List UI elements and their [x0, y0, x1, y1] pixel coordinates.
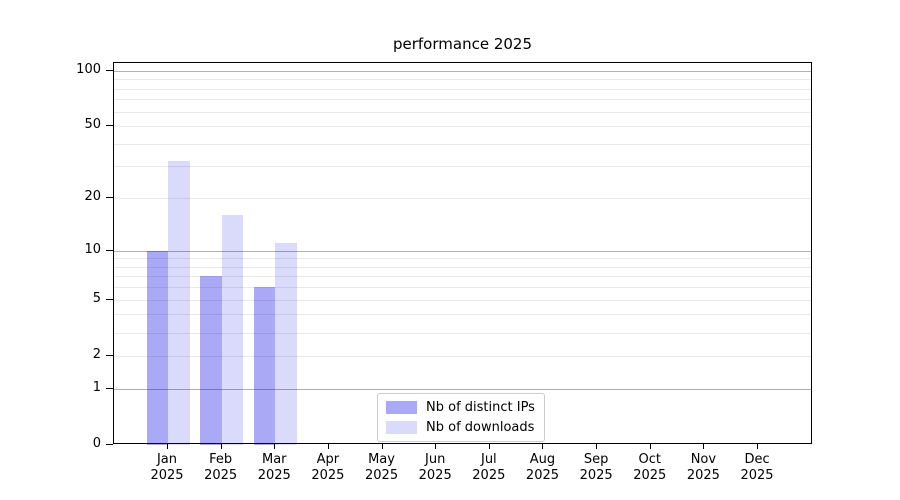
x-tick-month: Apr — [316, 452, 340, 467]
y-tick-label: 1 — [92, 379, 101, 395]
bar-distinct-ips-jan — [146, 250, 168, 445]
legend-label-downloads: Nb of downloads — [426, 420, 535, 435]
legend-item-distinct-ips: Nb of distinct IPs — [386, 400, 535, 415]
legend-label-distinct-ips: Nb of distinct IPs — [426, 400, 535, 415]
x-tick-label: May 2025 — [350, 452, 414, 484]
bar-distinct-ips-feb — [200, 276, 222, 445]
y-axis-tick — [106, 69, 113, 71]
bar-distinct-ips-mar — [253, 287, 276, 445]
y-gridline-major — [114, 388, 811, 390]
x-tick-year: 2025 — [686, 468, 720, 483]
x-axis-tick — [381, 444, 383, 449]
x-tick-month: May — [368, 452, 395, 467]
x-tick-year: 2025 — [633, 468, 667, 483]
y-gridline-minor — [114, 166, 811, 168]
x-tick-year: 2025 — [525, 468, 560, 483]
x-tick-year: 2025 — [311, 468, 345, 483]
x-axis-tick — [435, 444, 437, 449]
y-gridline-minor — [114, 266, 811, 268]
x-tick-label: Aug 2025 — [510, 452, 574, 484]
x-tick-month: Jun — [425, 452, 446, 467]
y-gridline-major — [114, 250, 811, 252]
x-tick-year: 2025 — [204, 468, 238, 483]
x-axis-tick — [220, 444, 222, 449]
x-axis-tick — [488, 444, 490, 449]
y-gridline-minor — [114, 299, 811, 301]
x-axis-tick — [542, 444, 544, 449]
legend-item-downloads: Nb of downloads — [386, 420, 535, 435]
x-tick-label: Mar 2025 — [242, 452, 306, 484]
chart-title: performance 2025 — [392, 35, 532, 53]
y-gridline-minor — [114, 287, 811, 289]
x-tick-month: Oct — [638, 452, 661, 467]
bar-downloads-jan — [168, 161, 190, 445]
y-axis-tick — [106, 444, 113, 445]
y-axis-tick — [106, 197, 113, 199]
x-tick-month: Dec — [744, 452, 770, 467]
y-axis-tick — [106, 249, 113, 251]
y-axis-tick — [106, 387, 113, 389]
x-tick-month: Aug — [529, 452, 556, 467]
legend-swatch-downloads-icon — [386, 421, 417, 434]
x-tick-year: 2025 — [418, 468, 452, 483]
x-axis-tick — [274, 444, 276, 449]
y-gridline-minor — [114, 332, 811, 334]
x-axis-tick — [757, 444, 759, 449]
y-gridline-minor — [114, 79, 811, 81]
y-gridline-major — [114, 70, 811, 72]
x-tick-label: Oct 2025 — [618, 452, 682, 484]
x-tick-month: Feb — [209, 452, 233, 467]
y-tick-label: 10 — [84, 241, 101, 257]
y-gridline-minor — [114, 314, 811, 316]
y-gridline-minor — [114, 88, 811, 90]
legend-swatch-distinct-ips-icon — [386, 401, 417, 414]
x-tick-label: Jun 2025 — [403, 452, 467, 484]
y-tick-label: 20 — [84, 189, 101, 205]
y-axis-tick — [106, 125, 113, 127]
x-tick-year: 2025 — [365, 468, 399, 483]
legend: Nb of distinct IPs Nb of downloads — [377, 393, 545, 442]
y-gridline-minor — [114, 111, 811, 113]
x-tick-label: Dec 2025 — [725, 452, 789, 484]
x-tick-year: 2025 — [472, 468, 506, 483]
x-axis-tick — [327, 444, 329, 449]
bar-downloads-mar — [275, 243, 297, 445]
x-tick-label: Sep 2025 — [564, 452, 628, 484]
y-tick-label: 0 — [92, 436, 101, 451]
x-tick-year: 2025 — [150, 468, 184, 483]
y-gridline-minor — [114, 99, 811, 101]
x-tick-year: 2025 — [740, 468, 774, 483]
x-tick-label: Jul 2025 — [457, 452, 521, 484]
bar-downloads-feb — [221, 215, 244, 445]
y-axis-tick — [106, 298, 113, 300]
x-tick-month: Jan — [156, 452, 178, 467]
y-axis-tick — [106, 354, 113, 356]
x-tick-month: Mar — [262, 452, 287, 467]
x-tick-year: 2025 — [579, 468, 613, 483]
x-axis-tick — [703, 444, 705, 449]
x-tick-month: Sep — [583, 452, 609, 467]
x-axis-tick — [649, 444, 651, 449]
y-tick-label: 2 — [92, 346, 101, 362]
x-axis-tick — [167, 444, 168, 449]
x-tick-year: 2025 — [257, 468, 291, 483]
x-tick-label: Apr 2025 — [296, 452, 360, 484]
plot-area: Nb of distinct IPs Nb of downloads — [113, 62, 812, 445]
y-gridline-minor — [114, 143, 811, 145]
y-gridline-minor — [114, 276, 811, 278]
x-tick-label: Feb 2025 — [189, 452, 253, 484]
y-gridline-minor — [114, 198, 811, 200]
x-tick-month: Nov — [690, 452, 717, 467]
x-tick-label: Nov 2025 — [671, 452, 735, 484]
y-gridline-minor — [114, 258, 811, 260]
x-axis-tick — [596, 444, 598, 449]
y-gridline-minor — [114, 126, 811, 128]
x-tick-month: Jul — [480, 452, 497, 467]
y-tick-label: 100 — [76, 61, 101, 77]
y-gridline-minor — [114, 355, 811, 357]
y-tick-label: 50 — [84, 117, 101, 133]
x-tick-label: Jan 2025 — [135, 452, 199, 484]
y-tick-label: 5 — [92, 290, 101, 306]
